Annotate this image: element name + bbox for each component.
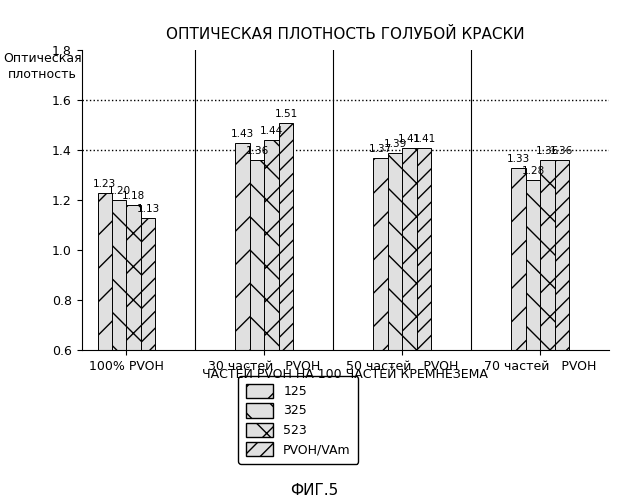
Bar [373, 158, 388, 350]
Text: 1.33: 1.33 [507, 154, 530, 164]
Bar [555, 160, 569, 350]
Text: 1.43: 1.43 [231, 129, 254, 139]
Bar [141, 218, 155, 350]
Bar [126, 205, 141, 350]
Text: 1.20: 1.20 [107, 186, 131, 196]
Text: 1.13: 1.13 [136, 204, 160, 214]
Text: 1.28: 1.28 [521, 166, 544, 176]
Bar [97, 192, 112, 350]
Bar [279, 122, 293, 350]
Text: 1.39: 1.39 [384, 139, 407, 149]
Bar [526, 180, 540, 350]
Text: 1.41: 1.41 [398, 134, 421, 144]
Text: 1.41: 1.41 [413, 134, 436, 144]
Bar [236, 142, 250, 350]
Bar [511, 168, 526, 350]
Text: ФИГ.5: ФИГ.5 [290, 483, 338, 498]
Bar [250, 160, 264, 350]
Text: 1.36: 1.36 [550, 146, 573, 156]
Bar [388, 152, 403, 350]
Bar [264, 140, 279, 350]
Text: 1.37: 1.37 [369, 144, 392, 154]
Text: 1.44: 1.44 [260, 126, 283, 136]
Bar [417, 148, 431, 350]
Title: ОПТИЧЕСКАЯ ПЛОТНОСТЬ ГОЛУБОЙ КРАСКИ: ОПТИЧЕСКАЯ ПЛОТНОСТЬ ГОЛУБОЙ КРАСКИ [166, 27, 525, 42]
Text: 1.36: 1.36 [536, 146, 559, 156]
Text: 1.23: 1.23 [93, 179, 116, 189]
Bar [112, 200, 126, 350]
Bar [540, 160, 555, 350]
Text: 1.18: 1.18 [122, 192, 145, 202]
Legend: 125, 325, 523, PVOH/VAm: 125, 325, 523, PVOH/VAm [238, 376, 359, 464]
Text: 1.51: 1.51 [274, 109, 298, 119]
Bar [403, 148, 417, 350]
Text: Оптическая
плотность: Оптическая плотность [3, 52, 82, 80]
Text: 1.36: 1.36 [246, 146, 269, 156]
Text: ЧАСТЕЙ PVOH НА 100 ЧАСТЕЙ КРЕМНЕЗЕМА: ЧАСТЕЙ PVOH НА 100 ЧАСТЕЙ КРЕМНЕЗЕМА [202, 368, 489, 380]
